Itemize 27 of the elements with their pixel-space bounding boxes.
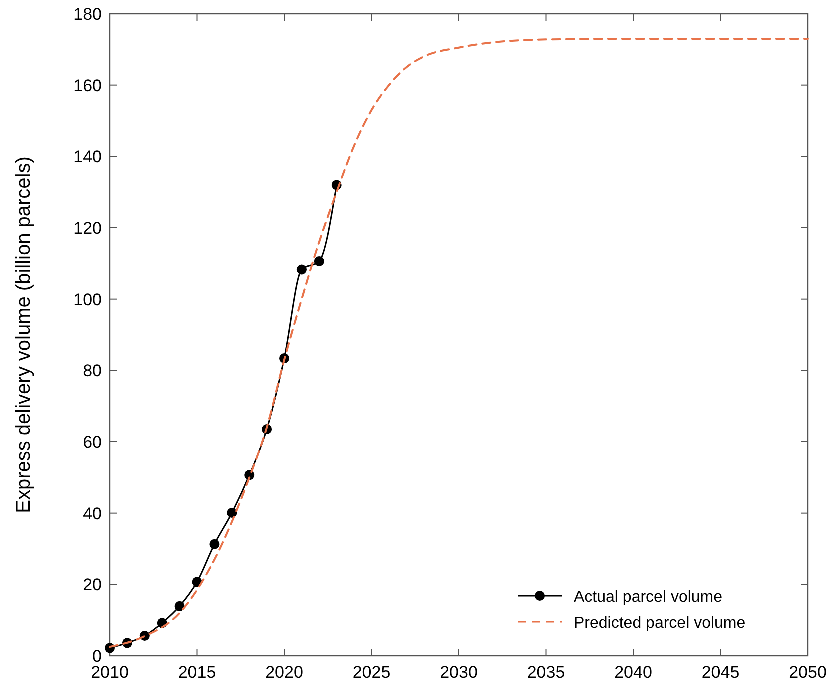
y-tick-label: 180 bbox=[74, 5, 102, 24]
x-tick-label: 2020 bbox=[266, 663, 304, 682]
y-tick-label: 160 bbox=[74, 76, 102, 96]
y-axis-title: Express delivery volume (billion parcels) bbox=[13, 156, 35, 514]
x-tick-label: 2010 bbox=[91, 663, 129, 682]
y-tick-label: 140 bbox=[74, 148, 102, 167]
point bbox=[314, 256, 324, 267]
x-tick-label: 2050 bbox=[789, 663, 827, 682]
legend-label: Predicted parcel volume bbox=[574, 615, 746, 632]
x-tick-label: 2030 bbox=[440, 663, 478, 682]
y-tick-label: 80 bbox=[83, 362, 102, 381]
point bbox=[210, 539, 220, 550]
point bbox=[296, 264, 307, 275]
x-tick-label: 2045 bbox=[702, 663, 740, 682]
x-tick-label: 2015 bbox=[178, 663, 216, 682]
legend-label: Actual parcel volume bbox=[574, 589, 723, 606]
y-tick-label: 0 bbox=[92, 647, 102, 666]
y-tick-label: 40 bbox=[83, 504, 102, 524]
y-tick-label: 100 bbox=[74, 290, 102, 310]
y-tick-label: 60 bbox=[83, 433, 102, 452]
x-tick-label: 2040 bbox=[614, 663, 652, 682]
point bbox=[227, 508, 238, 518]
x-tick-label: 2025 bbox=[352, 663, 391, 682]
y-tick-label: 20 bbox=[83, 576, 102, 595]
point bbox=[174, 601, 185, 612]
y-tick-label: 120 bbox=[74, 219, 102, 238]
x-tick-label: 2035 bbox=[527, 663, 566, 682]
